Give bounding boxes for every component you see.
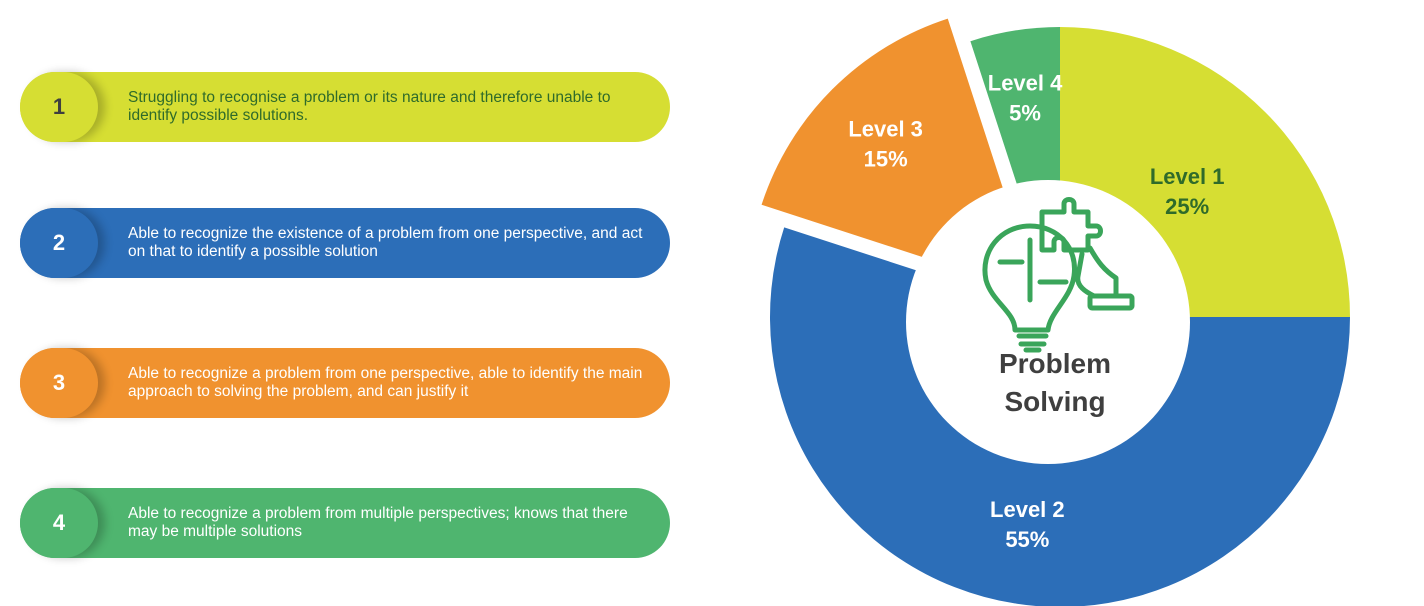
legend-badge: 4 — [20, 488, 98, 558]
lightbulb-puzzle-hand-icon — [982, 197, 1135, 353]
center-title: Problem Solving — [999, 348, 1111, 417]
legend-badge: 3 — [20, 348, 98, 418]
slice-label-level-2: Level 2 55% — [990, 497, 1065, 552]
legend-item-3: 3 Able to recognize a problem from one pe… — [20, 348, 670, 418]
legend-badge: 2 — [20, 208, 98, 278]
legend-text: Able to recognize a problem from multipl… — [128, 505, 628, 540]
legend-badge: 1 — [20, 72, 98, 142]
legend-text: Able to recognize a problem from one per… — [128, 365, 643, 400]
slice-label-level-1: Level 1 25% — [1150, 164, 1225, 219]
legend-item-4: 4 Able to recognize a problem from multip… — [20, 488, 670, 558]
legend-item-1: 1 Struggling to recognise a problem or it… — [20, 72, 670, 142]
legend-text: Struggling to recognise a problem or its… — [128, 89, 611, 124]
slice-label-level-3: Level 3 15% — [848, 117, 923, 172]
slice-label-level-4: Level 4 5% — [988, 70, 1063, 125]
legend-text: Able to recognize the existence of a pro… — [128, 225, 643, 260]
legend-item-2: 2 Able to recognize the existence of a pr… — [20, 208, 670, 278]
